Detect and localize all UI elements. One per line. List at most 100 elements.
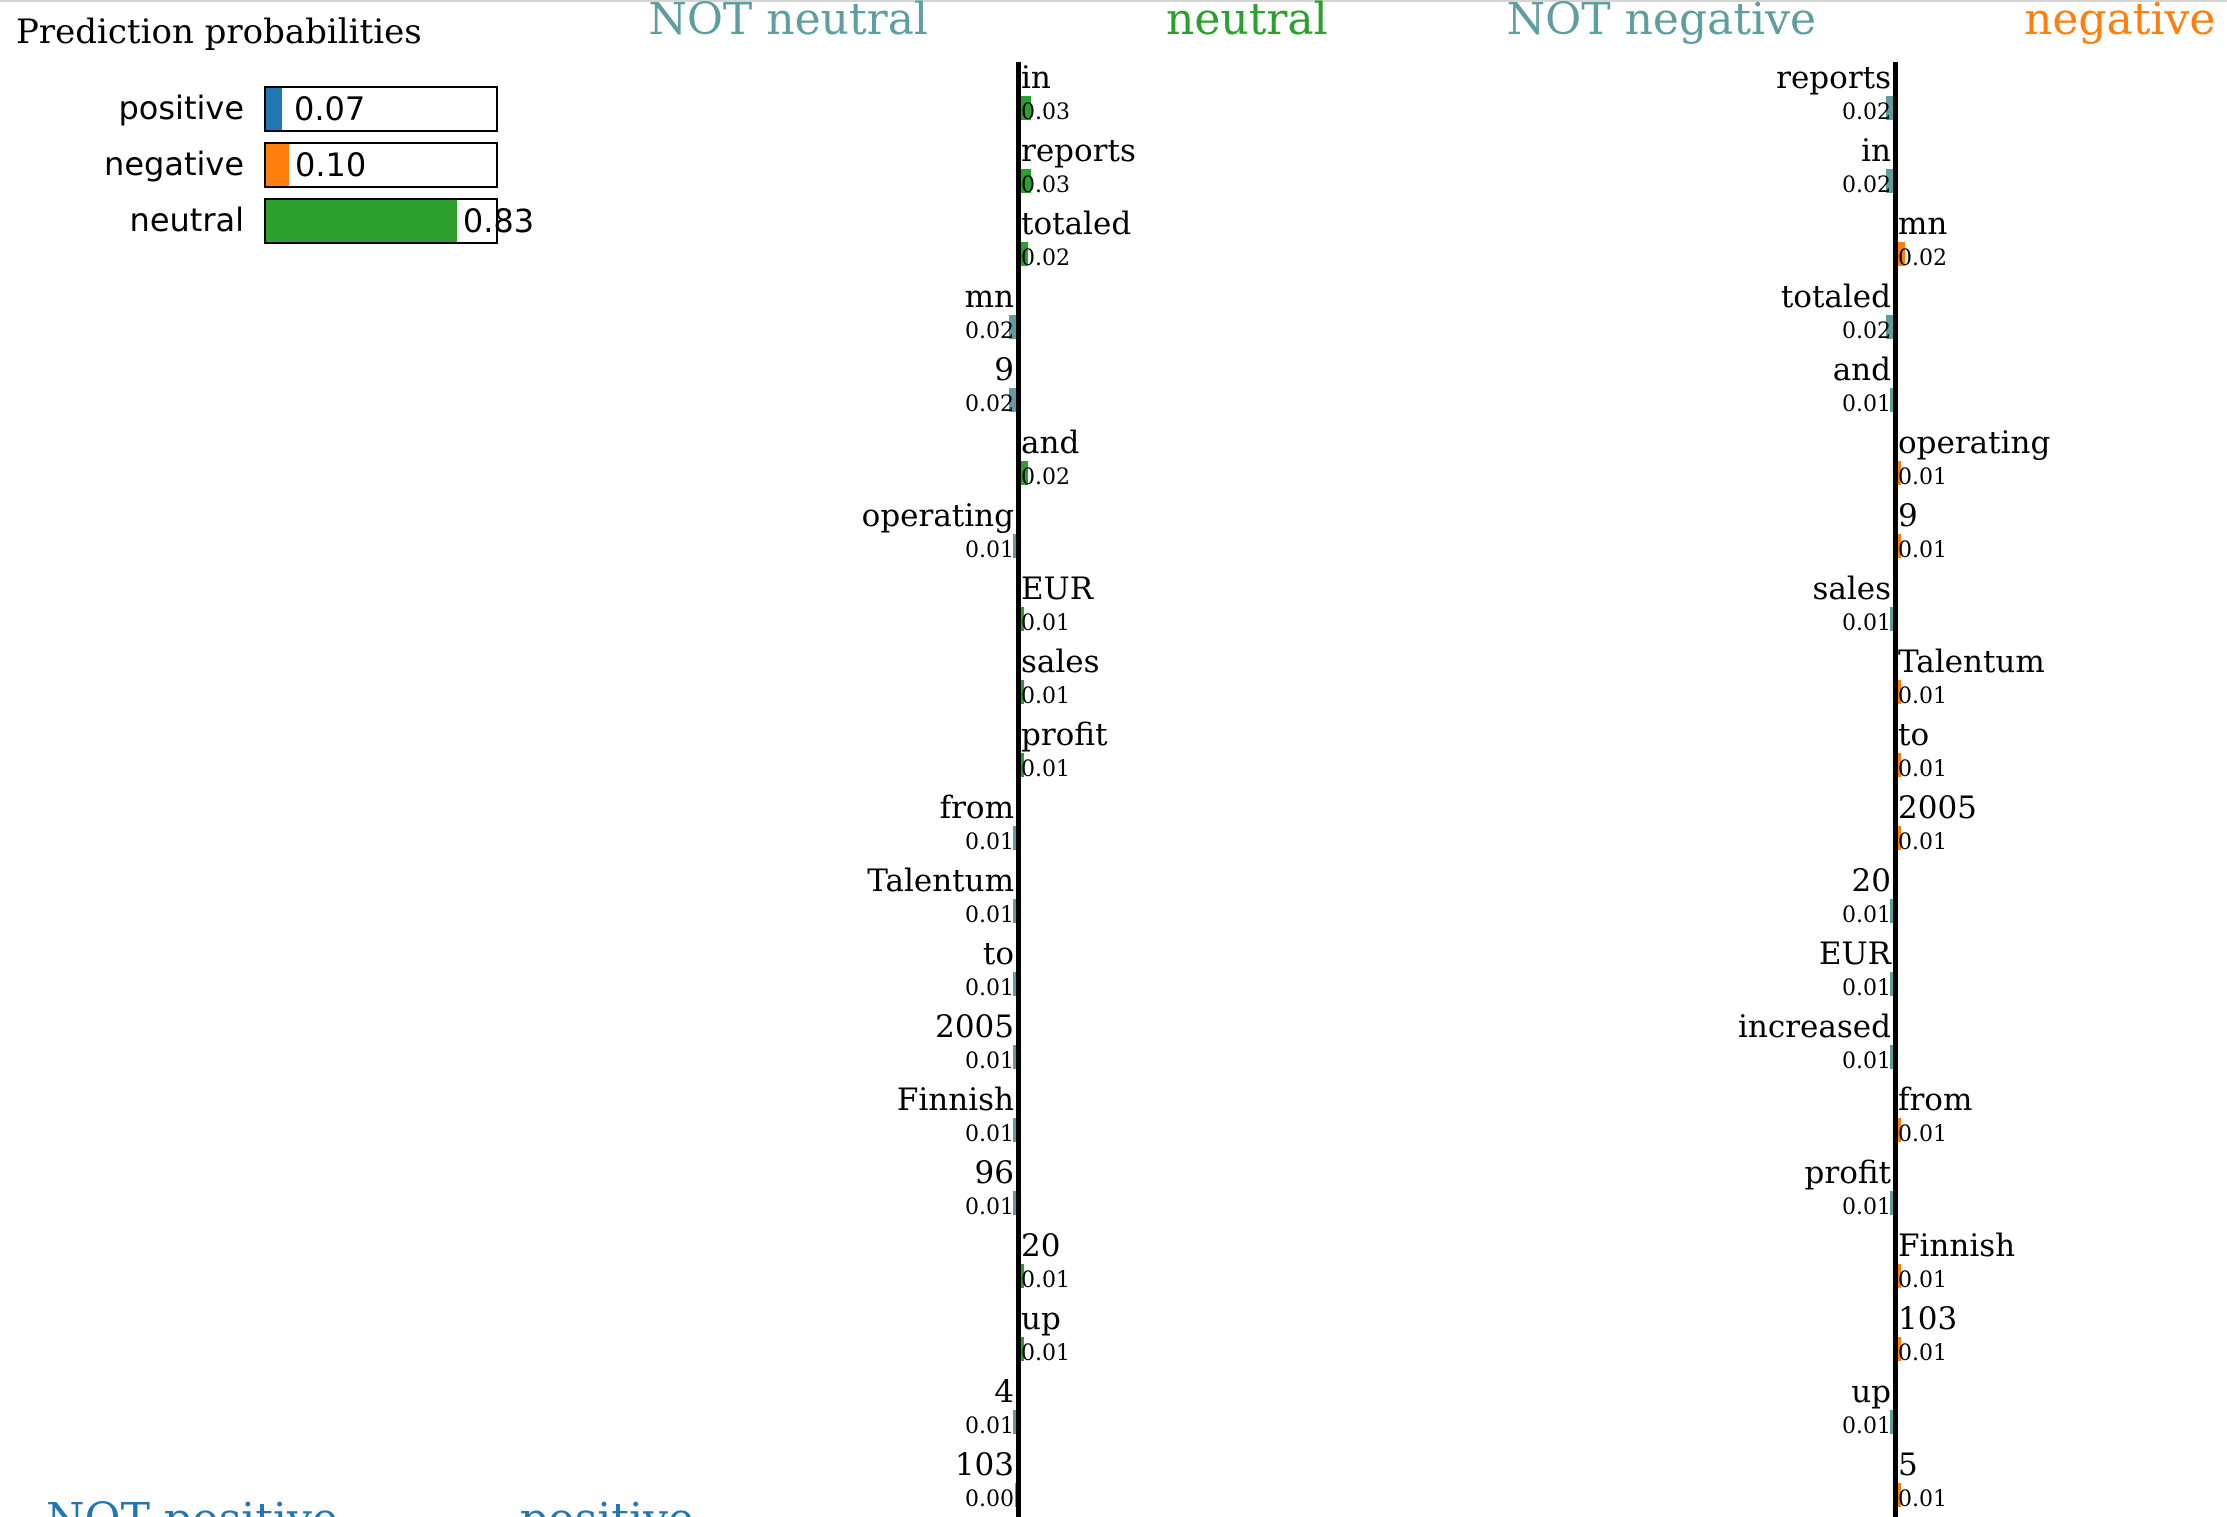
feature-value: 0.01 [1842,392,1891,417]
feature-bar [1021,96,1031,120]
feature-bar [1021,169,1031,193]
feature-bar [1898,680,1901,704]
feature-word: mn [1898,206,1948,242]
feature-value: 0.01 [1021,1268,1070,1293]
feature-value: 0.01 [965,1195,1014,1220]
feature-bar [1021,1337,1024,1361]
feature-word: 20 [1851,863,1891,899]
probability-value-negative: 0.10 [295,146,367,184]
feature-value: 0.02 [1842,100,1891,125]
feature-word: EUR [1021,571,1094,607]
probability-label-positive: positive [118,89,244,127]
feature-word: from [939,790,1014,826]
feature-word: reports [1021,133,1136,169]
feature-word: up [1851,1374,1891,1410]
feature-bar [1898,1483,1901,1507]
panel-2-right-label: positive [520,1494,694,1517]
feature-value: 0.01 [1898,684,1947,709]
panel-2-left-label: NOT positive [46,1494,338,1517]
feature-word: to [982,936,1014,972]
prediction-title: Prediction probabilities [16,12,422,52]
feature-word: Finnish [1898,1228,2016,1264]
feature-value: 0.02 [965,392,1014,417]
feature-value: 0.01 [965,1122,1014,1147]
feature-bar [1890,1410,1893,1434]
feature-word: EUR [1818,936,1891,972]
feature-bar [1013,1118,1016,1142]
feature-word: increased [1738,1009,1891,1045]
feature-word: 9 [1898,498,1918,534]
feature-bar [1898,826,1901,850]
feature-value: 0.03 [1021,100,1070,125]
probability-bar-negative [264,142,498,188]
feature-bar [1886,169,1893,193]
feature-word: Talentum [1898,644,2045,680]
feature-word: and [1021,425,1080,461]
feature-bar [1009,388,1016,412]
panel-0-right-label: neutral [1166,0,1328,45]
probability-fill-neutral [266,200,457,242]
feature-value: 0.02 [1842,319,1891,344]
feature-bar [1021,1264,1024,1288]
feature-value: 0.01 [1842,903,1891,928]
feature-value: 0.00 [965,1487,1014,1512]
feature-word: in [1021,60,1051,96]
feature-value: 0.02 [965,319,1014,344]
panel-0-left-label: NOT neutral [648,0,928,45]
feature-word: up [1021,1301,1061,1337]
feature-value: 0.01 [1898,465,1947,490]
feature-word: sales [1812,571,1891,607]
feature-bar [1890,899,1893,923]
feature-value: 0.01 [965,830,1014,855]
feature-value: 0.01 [1898,1341,1947,1366]
feature-word: 4 [994,1374,1014,1410]
feature-word: profit [1804,1155,1891,1191]
feature-bar [1013,1045,1016,1069]
feature-bar [1898,242,1905,266]
probability-value-positive: 0.07 [294,90,366,128]
panel-1-axis [1893,62,1898,1517]
feature-bar [1021,607,1024,631]
top-border [0,0,2227,2]
feature-bar [1890,1045,1893,1069]
feature-bar [1898,1264,1901,1288]
feature-bar [1013,534,1016,558]
feature-bar [1890,388,1893,412]
feature-word: profit [1021,717,1108,753]
feature-value: 0.01 [965,1414,1014,1439]
panel-1-right-label: negative [2024,0,2216,45]
feature-value: 0.01 [1898,1268,1947,1293]
feature-word: operating [1898,425,2051,461]
feature-value: 0.01 [1842,1195,1891,1220]
probability-bar-positive [264,86,498,132]
feature-value: 0.01 [1842,611,1891,636]
feature-value: 0.02 [1898,246,1947,271]
feature-bar [1015,1483,1016,1507]
probability-fill-negative [266,144,289,186]
feature-bar [1898,1118,1901,1142]
feature-value: 0.01 [965,903,1014,928]
feature-bar [1890,607,1893,631]
feature-bar [1898,1337,1901,1361]
panel-1-left-label: NOT negative [1506,0,1816,45]
feature-bar [1898,534,1901,558]
feature-bar [1886,315,1893,339]
feature-value: 0.01 [965,538,1014,563]
feature-bar [1021,680,1024,704]
feature-word: mn [964,279,1014,315]
feature-word: sales [1021,644,1100,680]
feature-value: 0.02 [1021,465,1070,490]
panel-0-axis [1016,62,1021,1517]
feature-value: 0.01 [1898,1487,1947,1512]
feature-word: Finnish [896,1082,1014,1118]
feature-word: and [1832,352,1891,388]
feature-value: 0.03 [1021,173,1070,198]
feature-word: 96 [974,1155,1014,1191]
feature-value: 0.01 [1021,611,1070,636]
feature-bar [1009,315,1016,339]
feature-bar [1021,242,1028,266]
feature-word: in [1861,133,1891,169]
feature-word: 103 [1898,1301,1958,1337]
feature-word: 5 [1898,1447,1918,1483]
